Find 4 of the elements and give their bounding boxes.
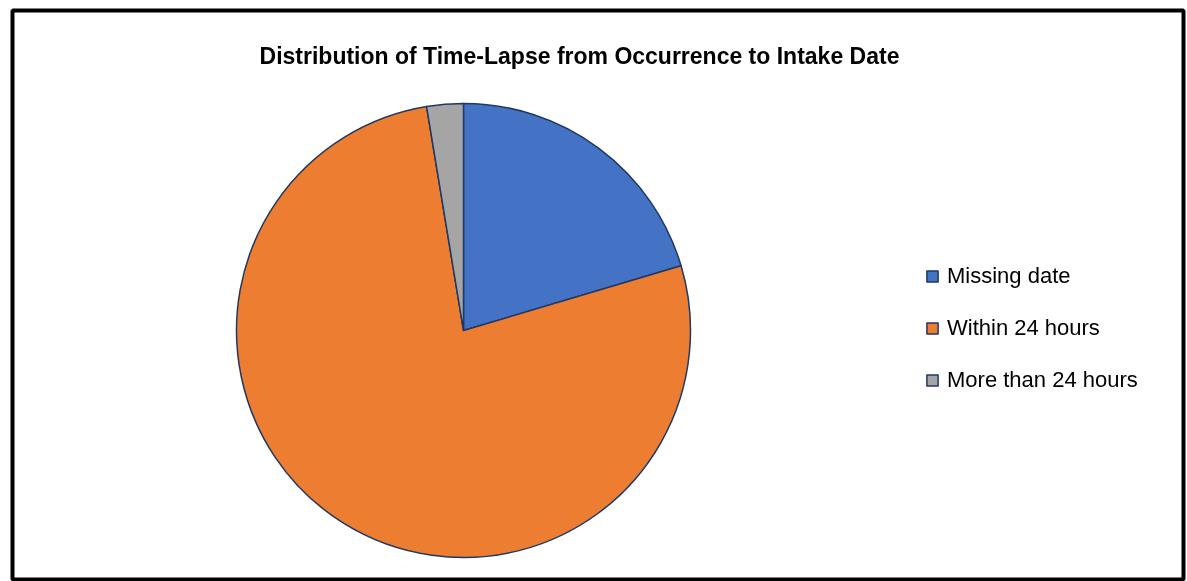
legend-label: Within 24 hours [947, 315, 1100, 341]
chart-title: Distribution of Time-Lapse from Occurrence to Intake Date [259, 42, 900, 69]
legend-label: More than 24 hours [947, 367, 1138, 393]
legend-label: Missing date [947, 263, 1071, 289]
